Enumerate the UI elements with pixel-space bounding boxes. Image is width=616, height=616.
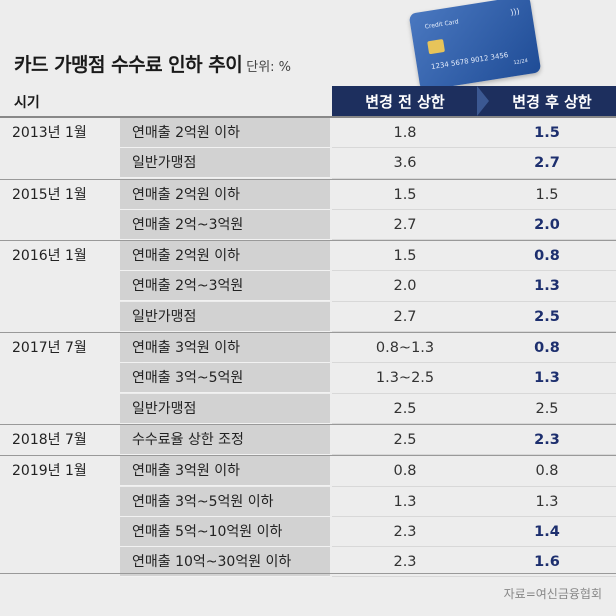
unit-label: 단위: % <box>246 60 292 75</box>
period-cell: 2013년 1월 <box>12 125 87 141</box>
category-cell: 일반가맹점 <box>120 393 330 424</box>
period-column-header: 시기 <box>14 95 40 111</box>
table-row: 연매출 2억~3억원 2.7 2.0 <box>0 209 616 241</box>
category-cell: 연매출 2억원 이하 <box>120 118 330 148</box>
after-rate-cell: 2.0 <box>534 216 560 233</box>
category-cell: 연매출 5억~10억원 이하 <box>120 516 330 547</box>
table-row: 2018년 7월 수수료율 상한 조정 2.5 2.3 <box>0 423 616 456</box>
table-row: 2016년 1월 연매출 2억원 이하 1.5 0.8 <box>0 240 616 272</box>
table-row: 2019년 1월 연매출 3억원 이하 0.8 0.8 <box>0 455 616 487</box>
before-rate-cell: 1.8 <box>393 125 417 141</box>
before-rate-cell: 2.0 <box>393 278 417 295</box>
row-divider <box>332 208 616 210</box>
table-row: 연매출 3억~5억원 이하 1.3 1.3 <box>0 486 616 517</box>
fee-table: 2013년 1월 연매출 2억원 이하 1.8 1.5 일반가맹점 3.6 2.7 2015년… <box>0 118 616 578</box>
category-cell: 일반가맹점 <box>120 148 330 179</box>
category-cell: 연매출 10억~30억원 이하 <box>120 547 330 578</box>
arrow-right-icon <box>477 86 489 116</box>
before-rate-cell: 2.3 <box>393 554 417 571</box>
row-divider <box>332 576 616 578</box>
page-title: 카드 가맹점 수수료 인하 추이 단위: % <box>14 50 291 77</box>
after-rate-cell: 1.6 <box>534 554 560 571</box>
after-rate-cell: 1.3 <box>534 370 560 387</box>
after-rate-cell: 0.8 <box>535 463 559 480</box>
before-rate-cell: 1.3~2.5 <box>375 370 435 387</box>
after-column-header: 변경 후 상한 <box>477 86 616 116</box>
category-cell: 연매출 3억원 이하 <box>120 333 330 364</box>
card-label: Credit Card <box>424 18 460 31</box>
card-number: 1234 5678 9012 3456 <box>430 51 509 72</box>
before-rate-cell: 1.5 <box>393 248 417 265</box>
after-rate-cell: 2.3 <box>534 431 560 448</box>
before-rate-cell: 2.7 <box>393 308 417 325</box>
before-rate-cell: 3.6 <box>393 155 417 172</box>
period-cell: 2019년 1월 <box>12 463 87 480</box>
table-row: 일반가맹점 2.5 2.5 <box>0 393 616 424</box>
after-rate-cell: 0.8 <box>534 340 560 357</box>
period-cell: 2017년 7월 <box>12 340 87 357</box>
period-cell: 2018년 7월 <box>12 431 87 448</box>
title-text: 카드 가맹점 수수료 인하 추이 <box>14 54 243 76</box>
category-cell: 일반가맹점 <box>120 301 330 332</box>
after-rate-cell: 1.3 <box>535 493 559 510</box>
row-divider <box>332 454 616 456</box>
after-rate-cell: 2.7 <box>534 155 560 172</box>
after-rate-cell: 1.3 <box>534 278 560 295</box>
table-row: 2015년 1월 연매출 2억원 이하 1.5 1.5 <box>0 178 616 210</box>
row-divider <box>332 515 616 517</box>
period-cell: 2016년 1월 <box>12 248 87 265</box>
category-cell: 연매출 3억원 이하 <box>120 456 330 487</box>
row-divider <box>332 392 616 394</box>
after-rate-cell: 1.4 <box>534 523 560 540</box>
row-divider <box>332 270 616 272</box>
card-expiry: 12/24 <box>513 57 529 67</box>
before-rate-cell: 0.8 <box>393 463 417 480</box>
source-note: 자료=여신금융협회 <box>503 587 602 601</box>
card-chip-icon <box>427 38 446 55</box>
table-bottom-divider <box>0 573 616 574</box>
row-divider <box>332 239 616 241</box>
credit-card-illustration: Credit Card ))) 1234 5678 9012 3456 12/2… <box>408 0 542 92</box>
category-cell: 연매출 2억~3억원 <box>120 209 330 240</box>
row-divider <box>332 485 616 487</box>
table-row: 연매출 3억~5억원 1.3~2.5 1.3 <box>0 363 616 394</box>
before-rate-cell: 2.5 <box>393 431 417 448</box>
before-rate-cell: 2.5 <box>393 400 417 417</box>
header-divider <box>0 116 616 118</box>
category-cell: 연매출 2억~3억원 <box>120 271 330 302</box>
table-row: 2017년 7월 연매출 3억원 이하 0.8~1.3 0.8 <box>0 332 616 364</box>
after-rate-cell: 2.5 <box>534 308 560 325</box>
table-row: 연매출 2억~3억원 2.0 1.3 <box>0 271 616 302</box>
before-rate-cell: 2.3 <box>393 523 417 540</box>
before-rate-cell: 1.5 <box>393 186 417 203</box>
before-rate-cell: 2.7 <box>393 216 417 233</box>
category-cell: 연매출 2억원 이하 <box>120 179 330 210</box>
before-rate-cell: 1.3 <box>393 493 417 510</box>
after-rate-cell: 1.5 <box>534 125 560 141</box>
after-rate-cell: 0.8 <box>534 248 560 265</box>
before-column-header: 변경 전 상한 <box>332 86 478 116</box>
category-cell: 수수료율 상한 조정 <box>120 424 330 455</box>
after-rate-cell: 2.5 <box>535 400 559 417</box>
table-row: 2013년 1월 연매출 2억원 이하 1.8 1.5 <box>0 118 616 149</box>
row-divider <box>332 362 616 364</box>
after-rate-cell: 1.5 <box>535 186 559 203</box>
row-divider <box>332 300 616 302</box>
period-cell: 2015년 1월 <box>12 186 87 203</box>
row-divider <box>332 422 616 424</box>
table-row: 연매출 5억~10억원 이하 2.3 1.4 <box>0 516 616 548</box>
table-row: 일반가맹점 3.6 2.7 <box>0 148 616 179</box>
after-column-label: 변경 후 상한 <box>512 92 592 111</box>
contactless-icon: ))) <box>509 6 521 18</box>
table-row: 연매출 10억~30억원 이하 2.3 1.6 <box>0 547 616 578</box>
row-divider <box>332 147 616 149</box>
category-cell: 연매출 3억~5억원 <box>120 363 330 394</box>
category-cell: 연매출 2억원 이하 <box>120 241 330 272</box>
row-divider <box>332 546 616 548</box>
row-divider <box>332 331 616 333</box>
row-divider <box>332 177 616 179</box>
table-row: 일반가맹점 2.7 2.5 <box>0 301 616 333</box>
category-cell: 연매출 3억~5억원 이하 <box>120 486 330 517</box>
before-rate-cell: 0.8~1.3 <box>375 340 435 357</box>
